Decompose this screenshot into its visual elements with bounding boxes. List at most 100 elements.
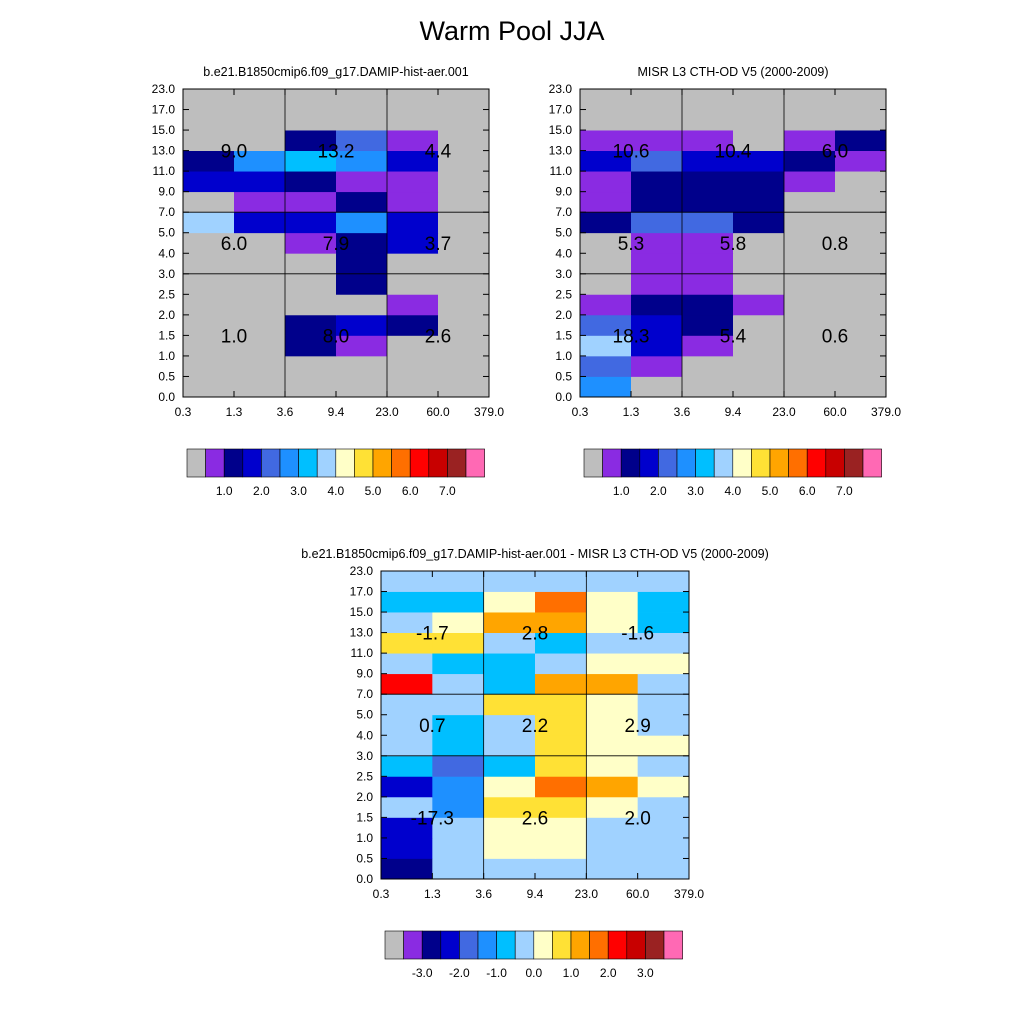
heatmap-cell: [183, 212, 235, 234]
heatmap-cell: [234, 212, 286, 234]
group-total-label: 0.6: [822, 326, 848, 347]
heatmap-cell: [835, 376, 887, 398]
heatmap-cell: [784, 335, 836, 357]
heatmap-cell: [631, 89, 683, 110]
heatmap-cell: [285, 232, 337, 254]
group-total-label: 2.2: [522, 716, 548, 737]
colorbar-swatch: [788, 448, 808, 478]
colorbar-swatch: [844, 448, 864, 478]
panel-title: b.e21.B1850cmip6.f09_g17.DAMIP-hist-aer.…: [203, 65, 468, 79]
heatmap-cell: [535, 796, 587, 818]
panel-title: MISR L3 CTH-OD V5 (2000-2009): [637, 65, 828, 79]
heatmap-cell: [835, 335, 887, 357]
heatmap-cell: [631, 355, 683, 377]
colorbar-swatch: [205, 448, 225, 478]
colorbar-swatch: [589, 930, 609, 960]
heatmap-cell: [631, 273, 683, 295]
heatmap-cell: [586, 612, 639, 633]
heatmap-cell: [483, 591, 536, 613]
heatmap-cell: [637, 653, 690, 675]
x-tick-label: 60.0: [426, 405, 450, 419]
heatmap-cell: [183, 130, 235, 151]
colorbar-swatch: [514, 930, 535, 960]
heatmap-cell: [336, 273, 388, 295]
colorbar-label: -1.0: [486, 966, 507, 980]
heatmap-cell: [586, 714, 639, 736]
heatmap-cell: [234, 130, 286, 151]
heatmap-cell: [285, 294, 337, 316]
heatmap-cell: [784, 171, 836, 193]
heatmap-cell: [631, 232, 683, 254]
heatmap-panel-1: b.e21.B1850cmip6.f09_g17.DAMIP-hist-aer.…: [152, 65, 505, 498]
heatmap-cell: [234, 273, 286, 295]
group-total-label: 9.0: [221, 142, 247, 163]
heatmap-cell: [285, 253, 337, 275]
heatmap-cell: [535, 755, 587, 777]
y-tick-label: 0.0: [158, 390, 175, 404]
heatmap-cell: [381, 817, 433, 839]
y-tick-label: 9.0: [158, 185, 175, 199]
group-total-label: 5.8: [720, 234, 746, 255]
x-tick-label: 0.3: [175, 405, 192, 419]
heatmap-cell: [535, 817, 587, 839]
x-tick-label: 379.0: [474, 405, 504, 419]
heatmap-cell: [580, 150, 632, 172]
heatmap-cell: [835, 294, 887, 316]
heatmap-cell: [784, 191, 836, 213]
heatmap-cell: [835, 89, 887, 110]
colorbar-label: 6.0: [799, 484, 816, 498]
colorbar-swatch: [496, 930, 516, 960]
heatmap-cell: [733, 150, 785, 172]
heatmap-cell: [580, 232, 632, 254]
colorbar-label: 4.0: [724, 484, 741, 498]
heatmap-cell: [784, 355, 836, 377]
colorbar-label: 3.0: [637, 966, 654, 980]
heatmap-cell: [535, 571, 587, 592]
heatmap-cell: [637, 571, 690, 592]
heatmap-cell: [733, 130, 785, 151]
y-tick-label: 23.0: [152, 82, 176, 96]
heatmap-cell: [381, 632, 433, 654]
colorbar-swatch: [639, 448, 659, 478]
heatmap-cell: [432, 591, 485, 613]
colorbar-label: 3.0: [290, 484, 307, 498]
heatmap-cell: [733, 212, 785, 234]
y-tick-label: 1.5: [158, 328, 175, 342]
x-tick-label: 0.3: [373, 887, 390, 901]
group-total-label: -1.6: [621, 624, 654, 645]
heatmap-cell: [483, 653, 536, 675]
heatmap-cell: [580, 212, 632, 234]
heatmap-cell: [835, 109, 887, 131]
colorbar-swatch: [409, 448, 430, 478]
heatmap-cell: [381, 714, 433, 736]
y-tick-label: 1.0: [555, 349, 572, 363]
x-tick-label: 60.0: [626, 887, 650, 901]
group-total-label: 5.4: [720, 326, 747, 347]
heatmap-cell: [580, 109, 632, 131]
heatmap-cell: [535, 776, 587, 798]
y-tick-label: 0.5: [555, 369, 572, 383]
x-tick-label: 1.3: [623, 405, 640, 419]
heatmap-cell: [387, 335, 439, 357]
y-tick-label: 11.0: [550, 164, 573, 178]
y-tick-label: 2.0: [555, 308, 572, 322]
heatmap-cell: [733, 294, 785, 316]
y-tick-label: 15.0: [152, 123, 176, 137]
group-total-label: 6.0: [221, 234, 247, 255]
colorbar: 1.0 2.0 3.0 4.0 5.0 6.0 7.0: [583, 448, 882, 498]
y-tick-label: 23.0: [549, 82, 573, 96]
y-tick-label: 13.0: [549, 144, 573, 158]
y-tick-label: 4.0: [356, 728, 373, 742]
colorbar-swatch: [658, 448, 678, 478]
colorbar-label: 1.0: [216, 484, 233, 498]
colorbar-swatch: [335, 448, 355, 478]
x-tick-label: 23.0: [772, 405, 796, 419]
heatmap-cell: [285, 376, 337, 398]
heatmap-cell: [438, 314, 490, 336]
heatmap-cell: [387, 232, 439, 254]
heatmap-cell: [285, 89, 337, 110]
heatmap-cell: [586, 653, 639, 675]
heatmap-cell: [733, 253, 785, 275]
colorbar-swatch: [223, 448, 244, 478]
heatmap-cell: [432, 673, 485, 695]
